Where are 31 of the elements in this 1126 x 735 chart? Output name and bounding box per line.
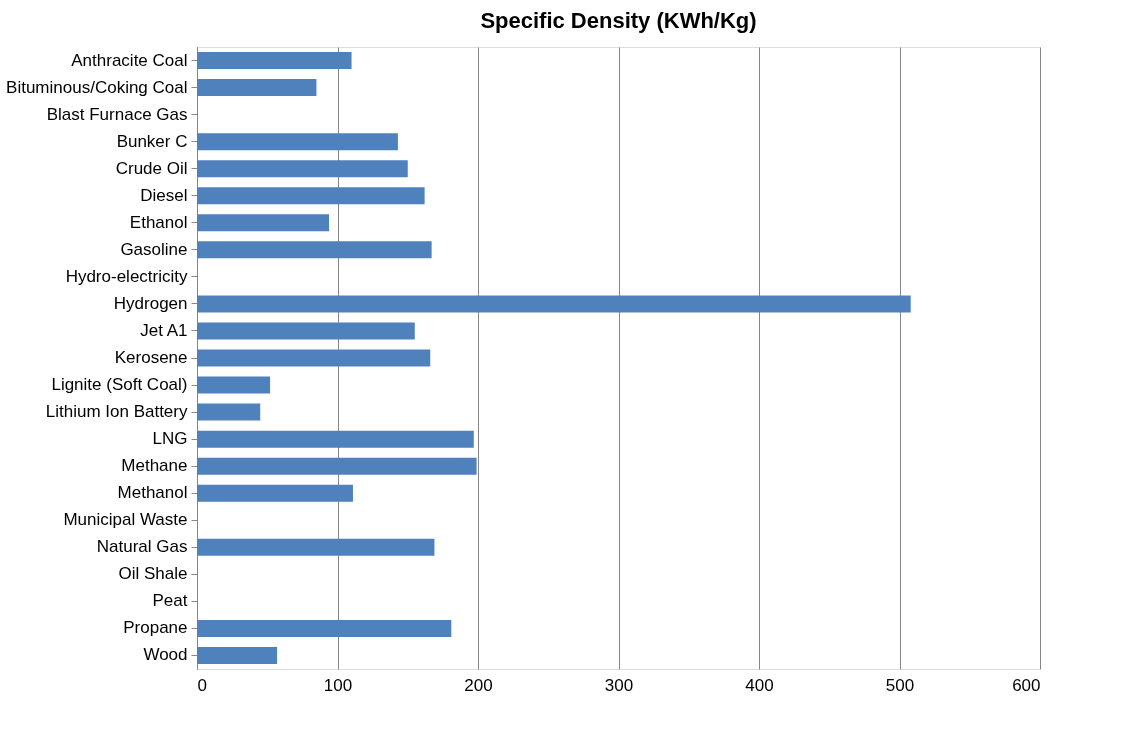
x-tick-label: 0: [197, 675, 207, 695]
y-tick-label: Methanol: [117, 483, 188, 503]
y-tick-label: Blast Furnace Gas: [46, 104, 188, 124]
y-tick-label: Hydrogen: [113, 293, 188, 313]
y-tick-label: Jet A1: [140, 320, 188, 340]
y-tick-label: Bituminous/Coking Coal: [6, 77, 188, 97]
y-tick-label: Crude Oil: [115, 158, 188, 178]
chart-title: Specific Density (KWh/Kg): [480, 8, 757, 33]
y-tick-label: Bunker C: [116, 131, 188, 151]
x-tick-label: 200: [464, 675, 493, 695]
y-tick-label: Anthracite Coal: [71, 50, 188, 70]
y-tick-label: Municipal Waste: [63, 510, 188, 530]
y-tick-label: Gasoline: [120, 239, 188, 259]
y-tick-label: Natural Gas: [96, 537, 188, 557]
y-tick-label: Propane: [123, 618, 188, 638]
x-tick-label: 600: [1012, 675, 1041, 695]
x-tick-label: 400: [745, 675, 774, 695]
x-tick-label: 500: [885, 675, 915, 695]
y-tick-label: Lithium Ion Battery: [45, 402, 188, 422]
y-tick-label: Methane: [121, 456, 188, 476]
y-tick-label: Peat: [152, 591, 188, 611]
x-tick-label: 100: [323, 675, 353, 695]
y-tick-label: LNG: [152, 429, 188, 449]
y-tick-label: Ethanol: [129, 212, 188, 232]
y-tick-label: Hydro-electricity: [65, 266, 188, 286]
x-tick-label: 300: [604, 675, 634, 695]
y-tick-label: Oil Shale: [118, 564, 188, 584]
y-tick-label: Wood: [143, 645, 188, 665]
y-tick-label: Diesel: [140, 185, 188, 205]
y-tick-label: Lignite (Soft Coal): [51, 375, 188, 395]
y-tick-label: Kerosene: [114, 348, 188, 367]
